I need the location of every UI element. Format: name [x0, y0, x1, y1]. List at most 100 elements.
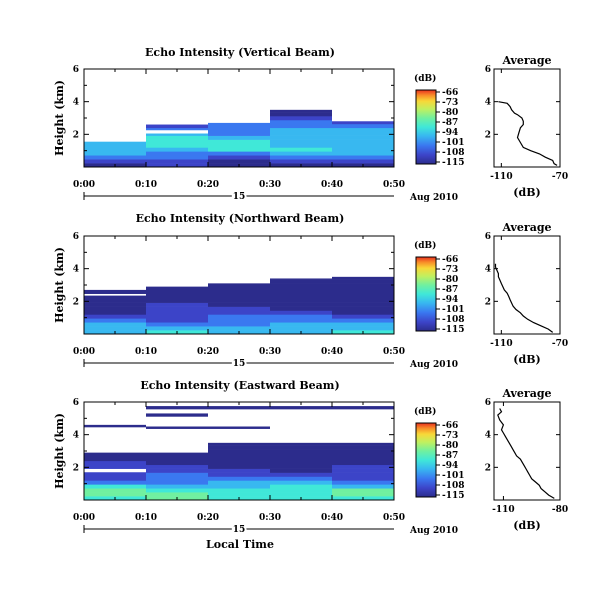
y-axis: 2 4 6: [73, 65, 394, 152]
heatmap-cell: [208, 306, 270, 311]
heatmap-cell: [208, 460, 270, 466]
heatmap-cell: [146, 155, 208, 160]
average-y-tick-label: 2: [485, 297, 491, 307]
colorbar-tick-label: -87: [442, 118, 458, 128]
colorbar-tick-label: -73: [442, 431, 458, 441]
heatmap-cell: [332, 276, 394, 280]
heatmap-cell: [332, 286, 394, 292]
colorbar: (dB) -66-73-80-87-94-101-108-115: [414, 240, 465, 335]
heatmap-cell: [332, 298, 394, 303]
average-title: Average: [501, 54, 551, 67]
colorbar-gradient: [415, 422, 437, 498]
heatmap-cell: [208, 135, 270, 140]
colorbar-tick-label: -87: [442, 451, 458, 461]
y-tick-label: 6: [73, 398, 79, 408]
colorbar-tick-label: -108: [442, 148, 465, 158]
heatmap-cell: [270, 135, 332, 140]
heatmap-cell: [332, 283, 394, 288]
heatmap-cell: [332, 456, 394, 462]
heatmap-cell: [208, 488, 270, 493]
colorbar-tick-label: -115: [442, 325, 465, 335]
heatmap-cell: [270, 488, 332, 493]
colorbar-gradient: [415, 256, 437, 332]
average-x-tick-label: -70: [552, 172, 568, 182]
average-xlabel: (dB): [513, 186, 540, 199]
colorbar-tick-label: -94: [442, 295, 458, 305]
average-frame: [493, 235, 561, 335]
colorbar: (dB) -66-73-80-87-94-101-108-115: [414, 406, 465, 501]
x-tick-label: 0:30: [259, 180, 281, 190]
heatmap-cell: [146, 460, 208, 466]
average-x-tick-label: -80: [552, 505, 568, 515]
heatmap-cell: [208, 286, 270, 292]
colorbar-tick-label: -80: [442, 275, 458, 285]
heatmap-area: [84, 109, 394, 168]
colorbar-unit: (dB): [414, 240, 436, 251]
heatmap-cell: [208, 464, 270, 469]
heatmap-cell: [208, 298, 270, 303]
heatmap-cell: [146, 468, 208, 473]
y-tick-label: 2: [73, 463, 79, 473]
heatmap-cell: [208, 449, 270, 454]
heatmap-cell: [208, 131, 270, 136]
heatmap-cell: [208, 442, 270, 446]
y-axis: 2 4 6: [73, 398, 394, 485]
heatmap-cell: [84, 464, 146, 469]
heatmap-cell: [270, 286, 332, 292]
heatmap-cell: [84, 460, 146, 466]
heatmap-cell: [208, 445, 270, 450]
heatmap-cell: [332, 279, 394, 284]
heatmap-cell: [146, 139, 208, 144]
date-month-year: Aug 2010: [409, 193, 458, 203]
heatmap-cell: [208, 314, 270, 319]
heatmap-cell: [270, 449, 332, 454]
heatmap-cell: [270, 472, 332, 477]
heatmap-cell: [146, 452, 208, 454]
heatmap-cell: [208, 127, 270, 133]
y-tick-label: 2: [73, 297, 79, 307]
heatmap-cell: [270, 460, 332, 466]
x-tick-label: 0:20: [197, 347, 219, 357]
heatmap-cell: [84, 290, 146, 296]
average-axes: -110 -70 2 4 6: [485, 232, 568, 349]
heatmap-cell: [146, 294, 208, 300]
heatmap-cell: [146, 326, 208, 331]
heatmap-cell: [84, 155, 146, 160]
heatmap-cell: [332, 464, 394, 469]
heatmap-cell: [270, 151, 332, 156]
panel-title: Echo Intensity (Eastward Beam): [140, 379, 339, 392]
colorbar-gradient: [415, 89, 437, 165]
heatmap-gap: [146, 130, 208, 134]
heatmap-cell: [332, 310, 394, 315]
heatmap-cell: [270, 318, 332, 323]
average-y-tick-label: 6: [485, 65, 491, 75]
average-axes: -110 -80 2 4 6: [485, 398, 568, 515]
heatmap-cell: [146, 488, 208, 493]
y-tick-label: 4: [73, 98, 79, 108]
colorbar-tick-label: -115: [442, 158, 465, 168]
y-tick-label: 4: [73, 265, 79, 275]
colorbar-ticks: -66-73-80-87-94-101-108-115: [436, 88, 465, 168]
average-title: Average: [501, 387, 551, 400]
heatmap-cell: [84, 151, 146, 156]
heatmap-strip: [146, 413, 208, 417]
colorbar-unit: (dB): [414, 73, 436, 84]
colorbar-tick-label: -94: [442, 128, 458, 138]
heatmap-cell: [208, 492, 270, 497]
colorbar-tick-label: -66: [442, 421, 458, 431]
heatmap-cell: [84, 294, 146, 300]
heatmap-cell: [84, 322, 146, 327]
heatmap-cell: [84, 141, 146, 144]
heatmap-cell: [332, 123, 394, 129]
heatmap-strip: [84, 424, 146, 428]
average-y-tick-label: 4: [485, 431, 491, 441]
heatmap-cell: [270, 131, 332, 136]
heatmap-cell: [270, 279, 332, 284]
y-tick-label: 6: [73, 232, 79, 242]
average-profile: Average -110 -70 2 4 6 (dB): [485, 54, 568, 199]
heatmap-cell: [146, 286, 208, 288]
heatmap-cell: [332, 476, 394, 481]
heatmap-cell: [84, 456, 146, 462]
heatmap-cell: [332, 468, 394, 473]
